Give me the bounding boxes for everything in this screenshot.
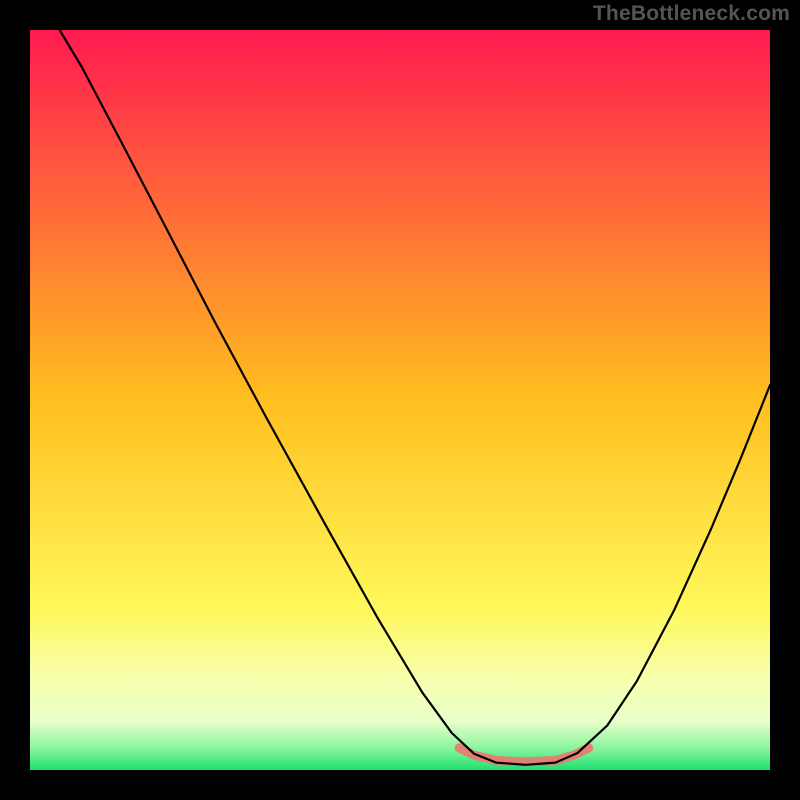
plot-background	[30, 30, 770, 770]
bottleneck-curve-chart	[0, 0, 800, 800]
watermark-text: TheBottleneck.com	[593, 2, 790, 26]
chart-container: TheBottleneck.com	[0, 0, 800, 800]
